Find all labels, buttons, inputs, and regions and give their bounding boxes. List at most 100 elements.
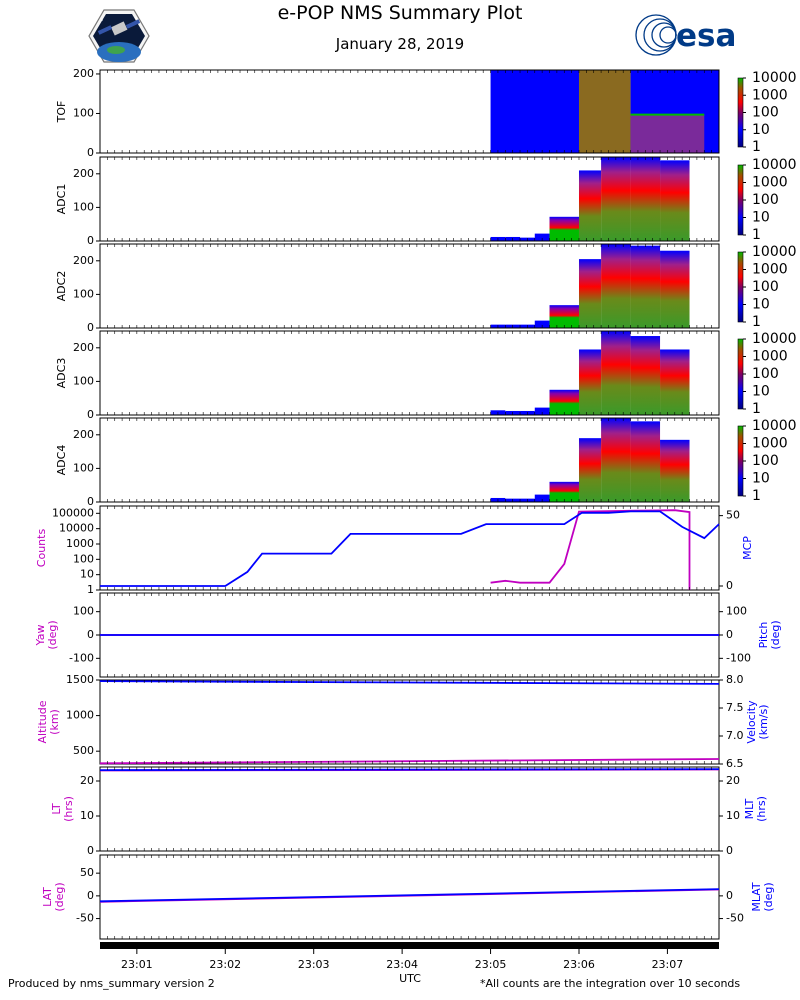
- x-tick-label: 23:04: [386, 958, 418, 971]
- y-tick-label: 0: [87, 628, 94, 641]
- colorbar-tick-label: 10: [752, 210, 770, 226]
- y-tick-label: 100: [73, 106, 94, 119]
- y-tick-label: -50: [726, 912, 744, 925]
- mcp-ylabel: MCP: [741, 536, 754, 560]
- adc-column: [660, 439, 690, 502]
- right-ylabel: Velocity: [745, 700, 758, 744]
- y-tick-label: 200: [73, 67, 94, 80]
- epop-mission-logo: [88, 9, 150, 63]
- right-ylabel: (deg): [769, 620, 782, 649]
- y-tick-label: 10: [726, 809, 740, 822]
- colorbar-tick-label: 10: [752, 122, 770, 138]
- colorbar-tick-label: 10: [752, 384, 770, 400]
- colorbar: [737, 425, 744, 497]
- x-tick-label: 23:07: [652, 958, 684, 971]
- tof-block-4: [630, 114, 705, 153]
- colorbar-tick-label: 1000: [752, 436, 788, 452]
- adc-column: [601, 418, 631, 502]
- colorbar: [737, 338, 744, 410]
- y-tick-label: 100: [73, 552, 94, 565]
- left-ylabel: LAT: [41, 887, 54, 907]
- y-tick-label: 50: [80, 866, 94, 879]
- y-tick-label: 0: [726, 628, 733, 641]
- colorbar-tick-label: 10000: [752, 70, 797, 86]
- esa-logo: esa: [635, 14, 736, 56]
- y-tick-label: 0: [87, 495, 94, 508]
- colorbar-tick-label: 10: [752, 297, 770, 313]
- y-tick-label: 200: [73, 254, 94, 267]
- adc-column: [534, 320, 550, 328]
- left-ylabel: (deg): [53, 882, 66, 911]
- adc-column: [549, 481, 579, 502]
- y-tick-label: 100: [73, 200, 94, 213]
- counts-series: [490, 509, 691, 590]
- colorbar-tick-label: 10000: [752, 244, 797, 260]
- y-tick-label: 0: [87, 234, 94, 247]
- right-ylabel: (deg): [762, 882, 775, 911]
- adc-column: [660, 250, 690, 328]
- counts-ylabel: Counts: [35, 529, 48, 568]
- y-tick-label: 100: [73, 374, 94, 387]
- adc-column: [630, 245, 661, 328]
- adc-column: [549, 216, 579, 241]
- y-tick-label: 20: [80, 774, 94, 787]
- mcp-series: [100, 510, 720, 587]
- tof-block-1: [490, 70, 579, 153]
- y-tick-label: 0: [726, 579, 733, 592]
- x-tick-label: 23:01: [121, 958, 153, 971]
- colorbar-tick-label: 100: [752, 105, 779, 121]
- y-tick-label: 0: [87, 844, 94, 857]
- y-tick-label: 0: [726, 889, 733, 902]
- y-tick-label: 7.0: [726, 729, 744, 742]
- colorbar: [737, 77, 744, 148]
- y-tick-label: 0: [87, 321, 94, 334]
- footer-produced-by: Produced by nms_summary version 2: [8, 977, 215, 990]
- esa-logo-text: esa: [676, 18, 736, 54]
- panel-frame: [99, 679, 720, 765]
- y-tick-label: 0: [87, 408, 94, 421]
- y-tick-label: 100: [73, 461, 94, 474]
- panel-frame: [99, 854, 720, 940]
- y-tick-label: 200: [73, 167, 94, 180]
- y-tick-label: 10000: [59, 522, 94, 535]
- colorbar-tick-label: 1000: [752, 87, 788, 103]
- colorbar-tick-label: 10: [752, 471, 770, 487]
- colorbar-tick-label: 100: [752, 366, 779, 382]
- x-axis-label: UTC: [399, 972, 421, 985]
- counts-frame: [99, 505, 720, 591]
- y-tick-label: 1000: [66, 709, 94, 722]
- y-tick-label: 6.5: [726, 757, 744, 770]
- colorbar-tick-label: 1: [752, 314, 761, 330]
- colorbar-tick-label: 1: [752, 227, 761, 243]
- adc-column: [660, 160, 690, 241]
- right-ylabel: Pitch: [757, 622, 770, 649]
- y-tick-label: 0: [726, 844, 733, 857]
- colorbar-tick-label: 10000: [752, 418, 797, 434]
- y-tick-label: 10: [80, 568, 94, 581]
- colorbar-tick-label: 1000: [752, 349, 788, 365]
- adc-column: [660, 349, 690, 415]
- adc-column: [578, 349, 602, 415]
- adc-column: [534, 494, 550, 502]
- colorbar-tick-label: 100: [752, 453, 779, 469]
- right-ylabel: MLAT: [750, 882, 763, 912]
- y-tick-label: -100: [726, 651, 751, 664]
- adc-ylabel: ADC4: [55, 445, 68, 476]
- y-tick-label: 8.0: [726, 673, 744, 686]
- x-tick-label: 23:06: [563, 958, 595, 971]
- colorbar-tick-label: 1000: [752, 262, 788, 278]
- left-ylabel: Yaw: [34, 625, 47, 647]
- colorbar-tick-label: 100: [752, 192, 779, 208]
- adc-column: [549, 389, 579, 415]
- tof-ylabel: TOF: [55, 101, 68, 124]
- y-tick-label: 200: [73, 428, 94, 441]
- colorbar-tick-label: 10000: [752, 157, 797, 173]
- y-tick-label: 100: [73, 605, 94, 618]
- right-ylabel: (km/s): [757, 704, 770, 739]
- panel-frame: [99, 766, 720, 852]
- y-tick-label: 500: [73, 744, 94, 757]
- y-tick-label: -50: [76, 912, 94, 925]
- y-tick-label: 7.5: [726, 701, 744, 714]
- y-tick-label: 100: [73, 287, 94, 300]
- adc-column: [630, 157, 661, 241]
